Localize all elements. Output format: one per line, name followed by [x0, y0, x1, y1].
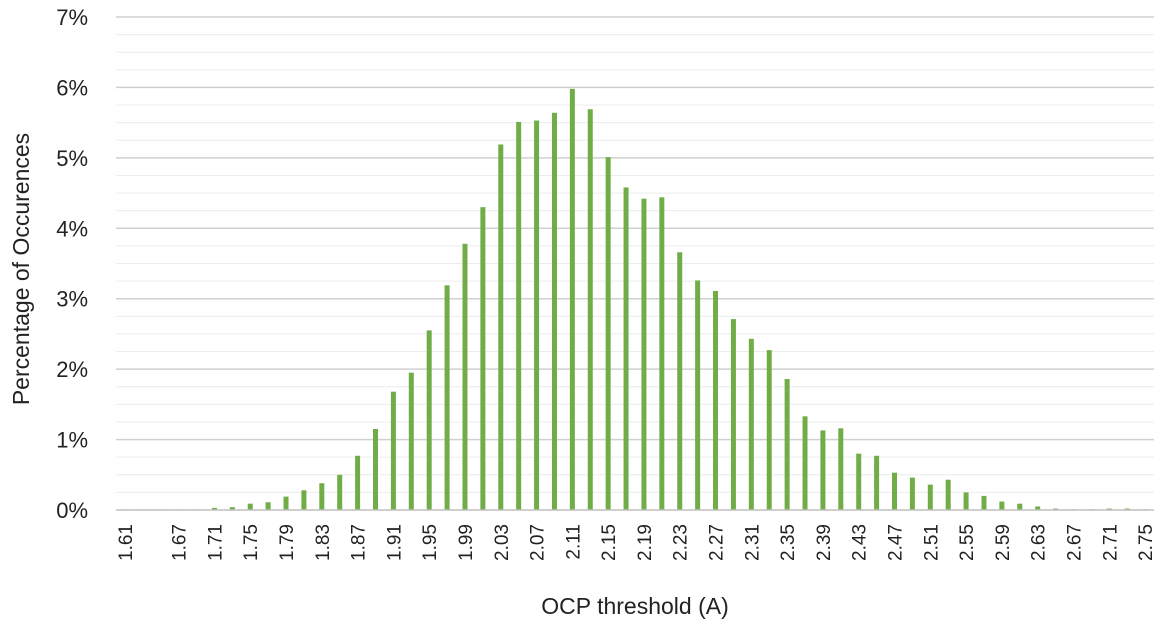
x-tick-label: 1.61	[116, 524, 137, 561]
x-tick-label: 2.71	[1100, 524, 1121, 561]
bar	[462, 243, 468, 510]
bar	[534, 120, 540, 510]
bar	[766, 350, 772, 510]
bars	[122, 88, 1148, 511]
bar	[444, 285, 450, 510]
x-tick-label: 2.35	[778, 524, 799, 561]
bar	[945, 479, 951, 510]
bar	[677, 252, 683, 510]
minor-gridlines	[116, 34, 1154, 493]
bar	[713, 290, 719, 510]
x-tick-label: 2.11	[563, 524, 584, 560]
x-tick-label: 2.19	[635, 524, 656, 561]
bar	[265, 502, 271, 510]
x-tick-label: 2.27	[707, 524, 728, 561]
bar	[498, 144, 504, 510]
y-tick-label: 2%	[56, 357, 88, 382]
x-tick-label: 2.43	[850, 524, 871, 561]
bar	[927, 484, 933, 510]
x-tick-label: 2.59	[993, 524, 1014, 561]
major-gridlines	[116, 16, 1154, 441]
x-tick-label: 2.75	[1136, 524, 1157, 561]
bar	[211, 507, 217, 510]
y-tick-label: 5%	[56, 146, 88, 171]
x-tick-label: 1.83	[313, 524, 334, 561]
bar	[892, 472, 897, 510]
bar	[784, 379, 790, 510]
bar	[301, 490, 307, 510]
bar	[319, 483, 325, 510]
bar	[551, 112, 557, 510]
y-tick-label: 6%	[56, 75, 88, 100]
x-tick-label: 2.55	[957, 524, 978, 561]
bar	[802, 416, 808, 510]
bar	[337, 474, 343, 510]
bar	[587, 109, 593, 511]
bar	[373, 429, 378, 510]
bar	[981, 495, 987, 510]
bar	[247, 503, 253, 510]
bar	[909, 477, 915, 510]
x-tick-label: 1.67	[170, 524, 191, 561]
bar	[605, 157, 611, 510]
x-tick-label: 1.79	[277, 524, 298, 561]
bar	[874, 455, 880, 510]
bar	[659, 197, 665, 510]
x-tick-label: 2.63	[1029, 524, 1050, 561]
bar	[999, 501, 1005, 510]
x-tick-label: 1.71	[205, 524, 226, 561]
x-tick-label: 2.39	[814, 524, 835, 561]
bar	[283, 496, 289, 510]
y-tick-label: 7%	[56, 5, 88, 30]
bar	[695, 280, 701, 510]
bar	[963, 492, 969, 510]
y-tick-label: 0%	[56, 498, 88, 523]
bar	[623, 187, 629, 511]
bar	[355, 455, 361, 510]
x-axis-title: OCP threshold (A)	[541, 593, 728, 619]
x-tick-label: 2.03	[492, 524, 513, 561]
bar	[229, 507, 235, 510]
x-axis-ticks: 1.61 1.67 1.71 1.75 1.79 1.83 1.87 1.91 1.95 1.99…	[116, 524, 1157, 561]
x-tick-label: 1.99	[456, 524, 477, 561]
bar	[426, 330, 432, 510]
x-tick-label: 1.87	[349, 524, 370, 561]
y-tick-label: 1%	[56, 428, 88, 453]
bar	[569, 88, 575, 510]
bar	[480, 207, 486, 510]
bar	[641, 198, 647, 510]
bar	[748, 338, 754, 510]
bar	[408, 372, 414, 510]
bar	[1017, 503, 1023, 510]
x-tick-label: 1.95	[420, 524, 441, 561]
y-tick-label: 3%	[56, 287, 88, 312]
x-tick-label: 1.75	[241, 524, 262, 561]
x-tick-label: 2.67	[1064, 524, 1085, 561]
bar	[390, 391, 396, 510]
bar	[1035, 506, 1041, 510]
bar	[516, 121, 522, 510]
bar	[838, 428, 844, 510]
y-axis-title: Percentage of Occurences	[8, 133, 34, 405]
x-tick-label: 2.31	[742, 524, 763, 561]
bar	[856, 453, 862, 510]
y-axis-ticks: 0% 1% 2% 3% 4% 5% 6% 7%	[56, 5, 88, 523]
bar	[820, 430, 826, 510]
x-tick-label: 2.51	[921, 524, 942, 561]
x-tick-label: 2.15	[599, 524, 620, 561]
bar	[730, 319, 736, 510]
x-tick-label: 2.47	[886, 524, 907, 561]
y-tick-label: 4%	[56, 216, 88, 241]
x-tick-label: 2.07	[528, 524, 549, 561]
x-tick-label: 2.23	[671, 524, 692, 561]
x-tick-label: 1.91	[384, 524, 405, 561]
